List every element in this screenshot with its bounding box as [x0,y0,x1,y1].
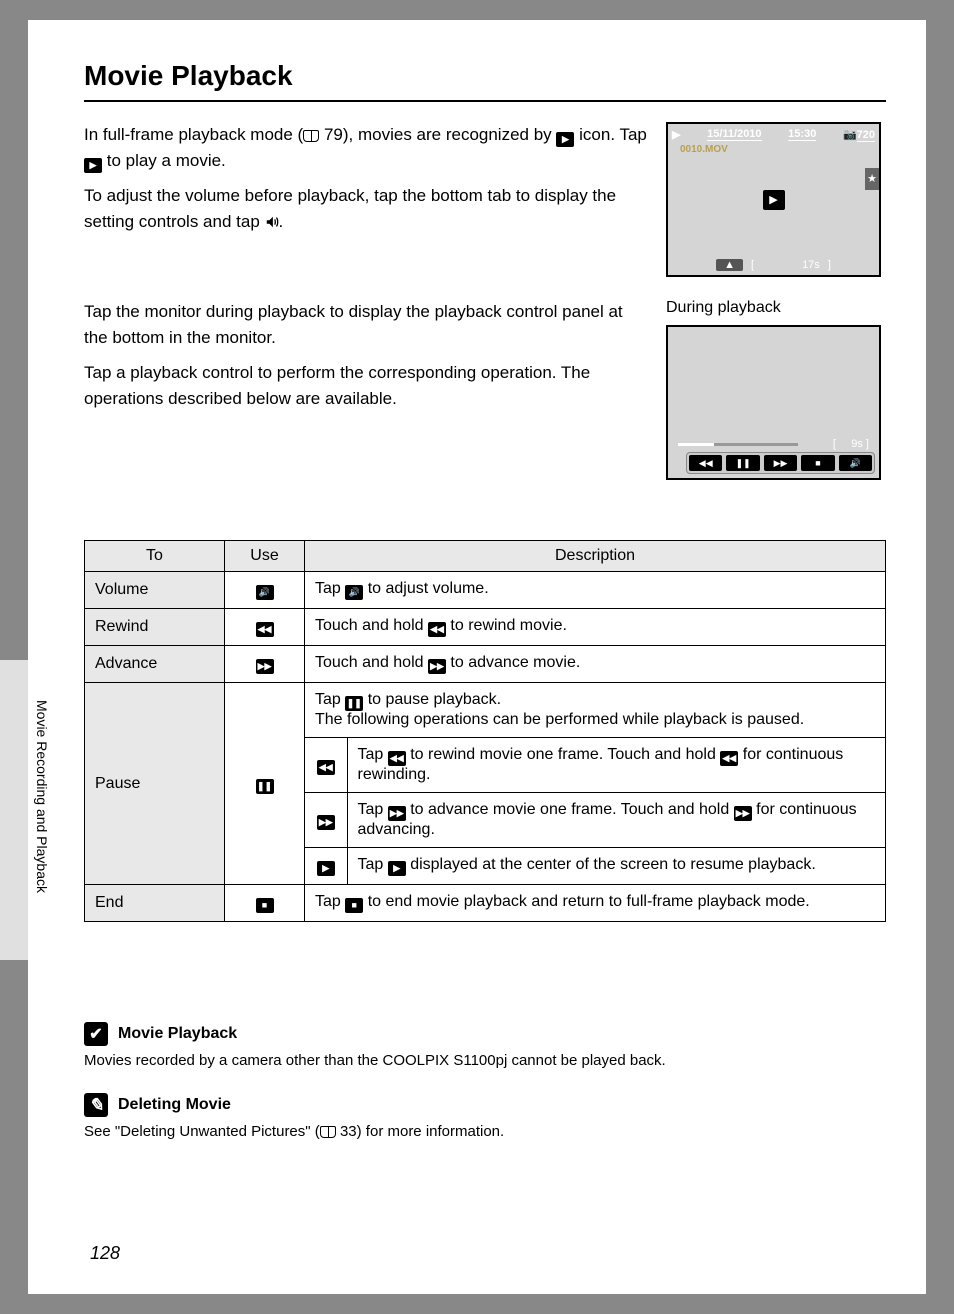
rewind-button[interactable]: ◀◀ [689,455,722,471]
play-icon: ▶ [317,861,335,876]
playback-figure: During playback [ 9s ] ◀◀ ❚❚ ▶▶ ■ 🔊 [666,299,886,480]
th-desc: Description [305,541,886,572]
stop-icon: ■ [256,898,274,913]
section2-p1: Tap the monitor during playback to displ… [84,299,650,350]
advance-icon: ▶▶ [734,806,752,821]
pause-sub-table: ◀◀ Tap ◀◀ to rewind movie one frame. Tou… [305,738,885,884]
note2-body: See "Deleting Unwanted Pictures" ( 33) f… [84,1123,886,1140]
volume-icon: 🔊 [345,585,363,600]
table-row: Rewind ◀◀ Touch and hold ◀◀ to rewind mo… [85,609,886,646]
notes-section: ✔ Movie Playback Movies recorded by a ca… [84,1022,886,1140]
preview-figure: ▶ 15/11/2010 15:30 📷720 0010.MOV ★ ▶ ▲ [… [666,122,886,287]
pause-intro: Tap ❚❚ to pause playback. The following … [305,683,885,738]
note1-head: ✔ Movie Playback [84,1022,886,1046]
advance-icon: ▶▶ [428,659,446,674]
playback-time: [ 9s ] [833,438,869,450]
book-icon [303,130,319,142]
th-use: Use [225,541,305,572]
note2-head: ✎ Deleting Movie [84,1093,886,1117]
table-row: Volume 🔊 Tap 🔊 to adjust volume. [85,572,886,609]
preview-filename: 0010.MOV [680,144,728,155]
star-icon: ★ [865,168,879,190]
intro-row: In full-frame playback mode ( 79), movie… [84,122,886,287]
advance-button[interactable]: ▶▶ [764,455,797,471]
progress-bar [678,443,798,446]
note1-body: Movies recorded by a camera other than t… [84,1052,886,1069]
controls-table: To Use Description Volume 🔊 Tap 🔊 to adj… [84,540,886,922]
up-icon: ▲ [716,259,743,271]
advance-icon: ▶▶ [256,659,274,674]
volume-button[interactable]: 🔊 [839,455,872,471]
section2-row: Tap the monitor during playback to displ… [84,299,886,480]
pause-icon: ❚❚ [256,779,274,794]
preview-top-bar: ▶ 15/11/2010 15:30 📷720 [672,128,875,141]
pause-icon: ❚❚ [345,696,363,711]
play-icon: ▶ [84,158,102,173]
rewind-icon: ◀◀ [317,760,335,775]
play-icon: ▶ [556,132,574,147]
pause-button[interactable]: ❚❚ [726,455,759,471]
side-label: Movie Recording and Playback [34,700,50,893]
playback-caption: During playback [666,299,886,317]
playback-controls: ◀◀ ❚❚ ▶▶ ■ 🔊 [686,452,875,474]
screen-preview: ▶ 15/11/2010 15:30 📷720 0010.MOV ★ ▶ ▲ [… [666,122,881,277]
rewind-icon: ◀◀ [256,622,274,637]
table-row-pause: Pause ❚❚ Tap ❚❚ to pause playback. The f… [85,683,886,885]
stop-button[interactable]: ■ [801,455,834,471]
speaker-icon [265,215,279,229]
table-row: Advance ▶▶ Touch and hold ▶▶ to advance … [85,646,886,683]
intro-p1: In full-frame playback mode ( 79), movie… [84,122,650,173]
playback-screen: [ 9s ] ◀◀ ❚❚ ▶▶ ■ 🔊 [666,325,881,480]
rewind-icon: ◀◀ [388,751,406,766]
rewind-icon: ◀◀ [428,622,446,637]
th-to: To [85,541,225,572]
play-icon: ▶ [388,861,406,876]
section2-text: Tap the monitor during playback to displ… [84,299,650,480]
side-tab [0,660,28,960]
advance-icon: ▶▶ [388,806,406,821]
intro-text: In full-frame playback mode ( 79), movie… [84,122,650,287]
page-title: Movie Playback [84,60,886,102]
volume-icon: 🔊 [256,585,274,600]
preview-bottom-bar: ▲ [ 17s ] [668,259,879,271]
play-center-icon: ▶ [763,190,785,210]
intro-p2: To adjust the volume before playback, ta… [84,183,650,234]
table-row: End ■ Tap ■ to end movie playback and re… [85,885,886,922]
section2-p2: Tap a playback control to perform the co… [84,360,650,411]
check-icon: ✔ [84,1022,108,1046]
page-number: 128 [90,1243,120,1264]
book-icon [320,1126,336,1138]
rewind-icon: ◀◀ [720,751,738,766]
manual-page: Movie Recording and Playback Movie Playb… [28,20,926,1294]
advance-icon: ▶▶ [317,815,335,830]
stop-icon: ■ [345,898,363,913]
pencil-icon: ✎ [84,1093,108,1117]
